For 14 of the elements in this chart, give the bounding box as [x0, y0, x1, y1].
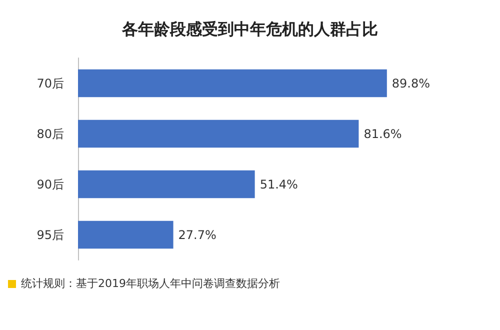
bar: [78, 69, 387, 98]
data-label: 51.4%: [260, 177, 298, 192]
y-tick-label: 70后: [36, 76, 64, 90]
y-tick-label: 80后: [36, 126, 64, 141]
y-tick-label: 90后: [36, 177, 64, 192]
data-label: 89.8%: [392, 76, 430, 90]
data-label: 27.7%: [178, 228, 216, 242]
bar: [78, 220, 174, 249]
text: 统计规则：基于2019年职场人年中问卷调查数据分析: [21, 276, 280, 291]
y-tick-label: 95后: [36, 228, 64, 242]
data-label: 81.6%: [364, 126, 402, 141]
bar: [78, 170, 255, 198]
chart-title: 各年龄段感受到中年危机的人群占比: [121, 20, 378, 38]
bar: [78, 120, 359, 148]
